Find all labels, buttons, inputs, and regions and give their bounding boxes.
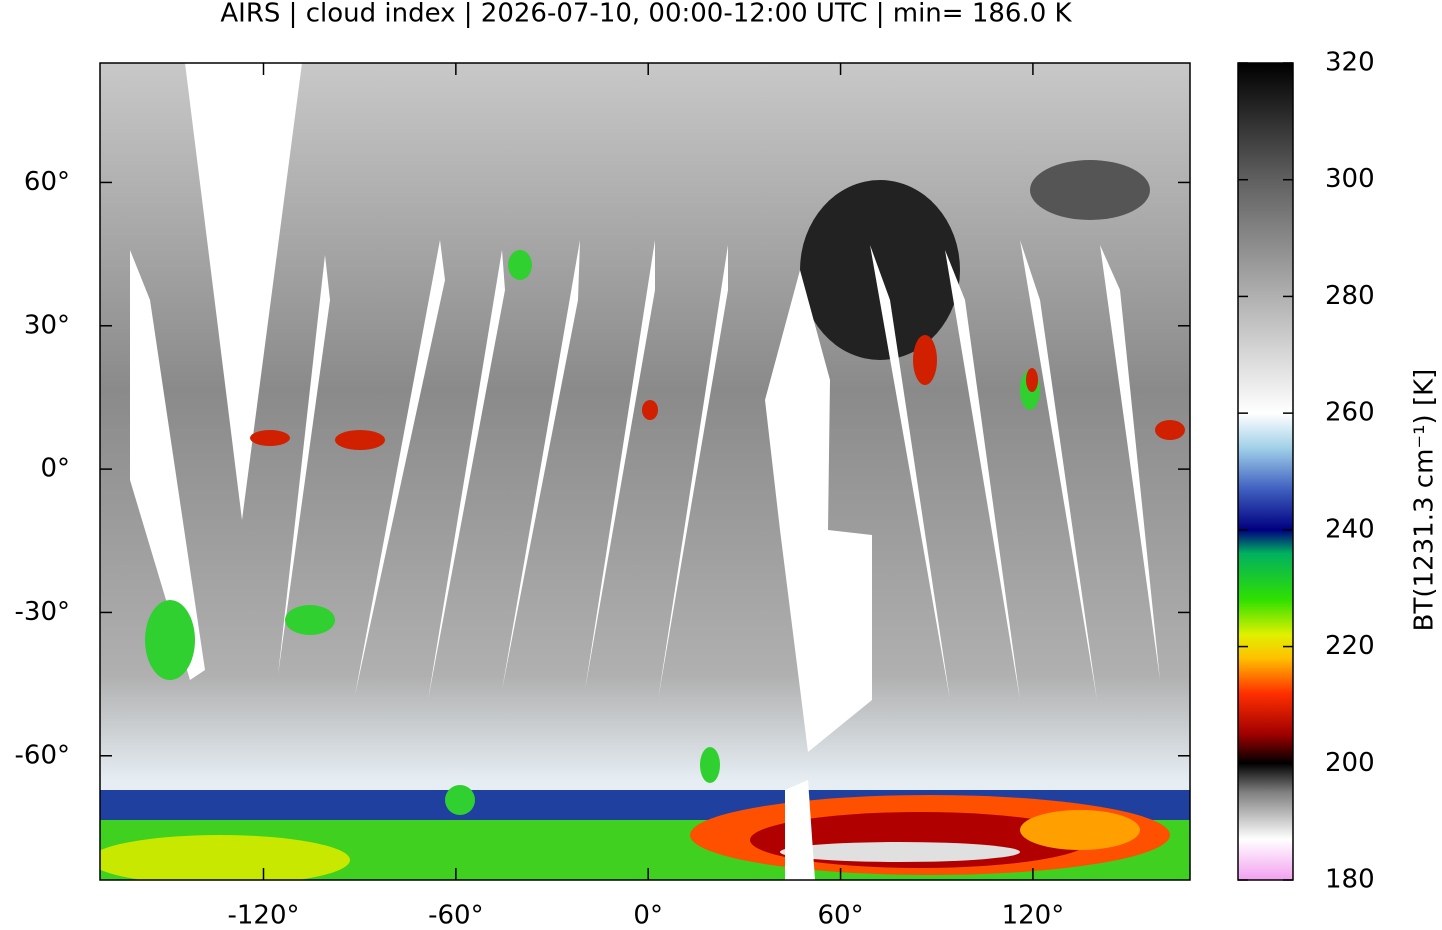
y-tick-label: 60° [24, 167, 70, 197]
plot-frame [99, 62, 1191, 881]
colorbar-tick-label: 220 [1325, 631, 1375, 661]
colorbar [1237, 62, 1294, 881]
colorbar-tick-label: 320 [1325, 48, 1375, 78]
colorbar-tick-label: 260 [1325, 398, 1375, 428]
map-image [100, 63, 1190, 880]
x-tick-label: 60° [818, 901, 864, 930]
y-tick-label: -30° [15, 597, 70, 627]
colorbar-tick-label: 200 [1325, 748, 1375, 778]
colorbar-tick-label: 180 [1325, 865, 1375, 895]
x-tick-label: -60° [428, 901, 483, 930]
x-tick-label: -120° [227, 901, 299, 930]
chart-title: AIRS | cloud index | 2026-07-10, 00:00-1… [220, 0, 1072, 29]
y-tick-label: 30° [24, 310, 70, 340]
colorbar-label: BT(1231.3 cm⁻¹) [K] [1410, 369, 1440, 632]
y-tick-label: -60° [15, 740, 70, 770]
colorbar-tick-label: 280 [1325, 281, 1375, 311]
colorbar-tick-label: 300 [1325, 164, 1375, 194]
x-tick-label: 0° [633, 901, 663, 930]
colorbar-tick-label: 240 [1325, 514, 1375, 544]
x-tick-label: 120° [1002, 901, 1065, 930]
y-tick-label: 0° [40, 454, 70, 484]
